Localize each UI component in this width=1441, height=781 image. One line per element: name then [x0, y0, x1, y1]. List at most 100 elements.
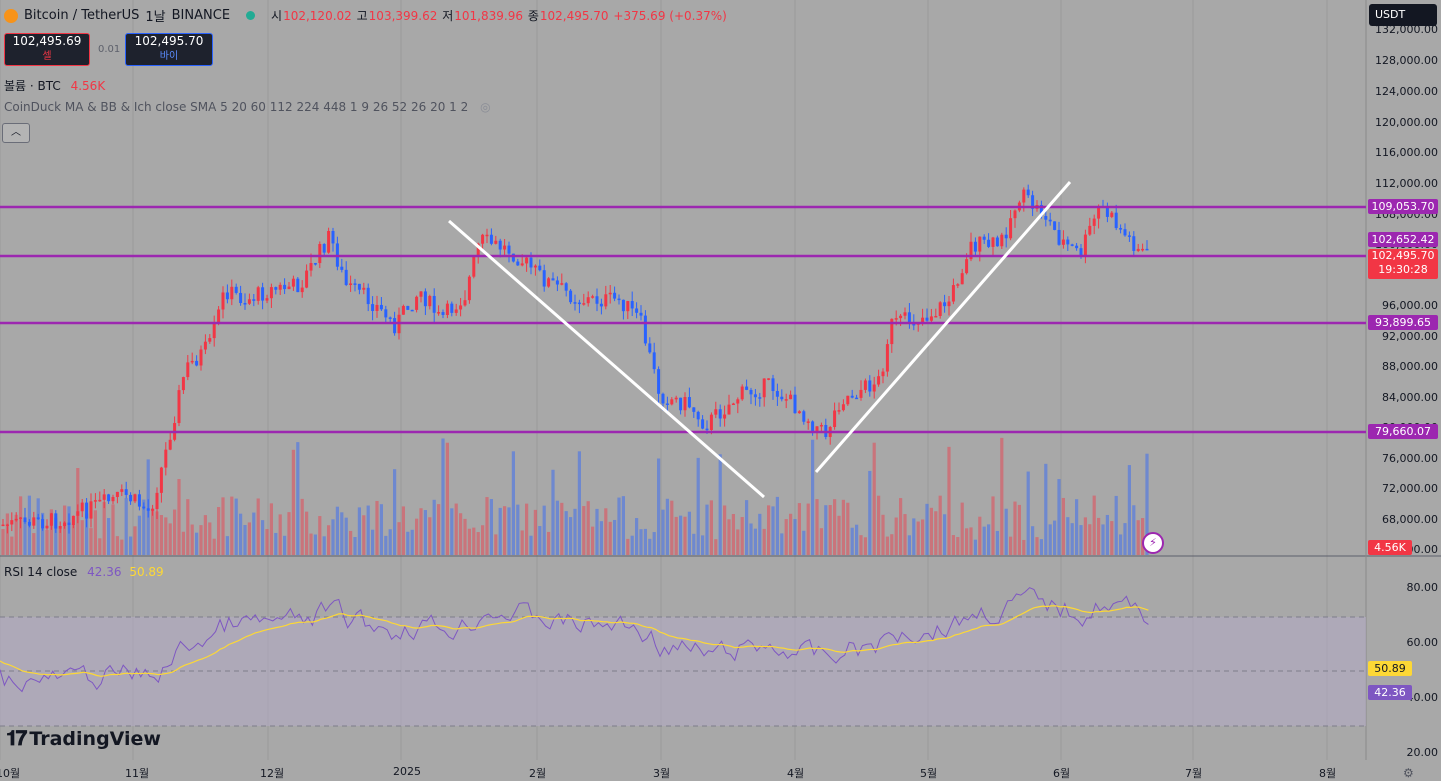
- candle-body: [661, 393, 665, 404]
- gear-icon[interactable]: ⚙: [1403, 766, 1414, 780]
- volume-bar: [305, 511, 309, 555]
- volume-bar: [212, 538, 216, 555]
- price-axis-label: 72,000.00: [1382, 482, 1438, 495]
- volume-bar: [221, 497, 225, 555]
- candle-body: [472, 256, 476, 277]
- candle-body: [855, 397, 859, 400]
- price-axis-label: 112,000.00: [1375, 177, 1438, 190]
- volume-bar: [652, 532, 656, 555]
- candle-body: [265, 298, 269, 301]
- candle-body: [551, 278, 555, 281]
- volume-bar: [243, 524, 247, 555]
- volume-bar: [67, 506, 71, 555]
- candle-body: [49, 513, 53, 526]
- price-axis-label: 128,000.00: [1375, 54, 1438, 67]
- flash-icon[interactable]: ⚡: [1142, 532, 1164, 554]
- candle-body: [978, 236, 982, 252]
- candle-body: [120, 489, 124, 492]
- volume-bar: [802, 530, 806, 555]
- volume-bar: [916, 521, 920, 555]
- candle-body: [379, 304, 383, 310]
- candle-body: [274, 287, 278, 290]
- currency-selector[interactable]: USDT: [1369, 4, 1437, 26]
- volume-bar: [124, 498, 128, 555]
- time-axis-label: 2월: [529, 767, 547, 780]
- volume-bar: [208, 522, 212, 555]
- sell-button[interactable]: 102,495.69 셀: [4, 33, 90, 66]
- candle-body: [467, 276, 471, 301]
- indicator-legend[interactable]: CoinDuck MA & BB & Ich close SMA 5 20 60…: [4, 100, 491, 114]
- volume-value: 4.56K: [70, 79, 106, 93]
- candle-body: [344, 269, 348, 286]
- volume-bar: [173, 509, 177, 555]
- interval-label[interactable]: 1날: [145, 10, 166, 25]
- candle-body: [146, 508, 150, 511]
- buy-label: 바이: [159, 51, 179, 62]
- candle-body: [278, 284, 282, 290]
- volume-bar: [1026, 471, 1030, 555]
- candle-body: [859, 389, 863, 398]
- candle-body: [890, 318, 894, 345]
- indicator-label: CoinDuck MA & BB & Ich close SMA 5 20 60…: [4, 100, 469, 114]
- ohlc-values: 시102,120.02 고103,399.62 저101,839.96 종102…: [271, 9, 727, 23]
- collapse-legend-button[interactable]: ︿: [2, 123, 30, 143]
- volume-bar: [868, 470, 872, 555]
- price-axis-label: 132,000.00: [1375, 23, 1438, 36]
- candle-body: [789, 394, 793, 400]
- volume-legend[interactable]: 볼륨 · BTC 4.56K: [4, 77, 105, 94]
- volume-bar: [1092, 495, 1096, 555]
- candle-body: [1070, 244, 1074, 246]
- candle-body: [300, 287, 304, 293]
- volume-bar: [133, 526, 137, 555]
- tradingview-logo[interactable]: 𝟏𝟕 TradingView: [6, 726, 161, 751]
- sell-price: 102,495.69: [12, 34, 82, 48]
- volume-bar: [1053, 520, 1057, 555]
- symbol-name[interactable]: Bitcoin / TetherUS: [24, 8, 140, 23]
- volume-bar: [344, 517, 348, 555]
- candle-body: [1057, 229, 1061, 245]
- volume-bar: [406, 531, 410, 555]
- volume-bar: [300, 498, 304, 555]
- volume-bar: [1009, 536, 1013, 555]
- candle-body: [80, 502, 84, 512]
- candle-body: [894, 318, 898, 320]
- candle-body: [489, 234, 493, 244]
- rsi-axis-label: 80.00: [1406, 581, 1439, 594]
- candle-body: [19, 517, 23, 519]
- volume-bar: [1136, 520, 1140, 555]
- candle-body: [679, 397, 683, 411]
- buy-button[interactable]: 102,495.70 바이: [125, 33, 213, 66]
- rsi-legend[interactable]: RSI 14 close 42.36 50.89: [4, 565, 164, 579]
- volume-bar: [705, 504, 709, 555]
- time-axis-label: 11월: [125, 767, 150, 780]
- volume-bar: [49, 509, 53, 555]
- candle-body: [287, 286, 291, 290]
- volume-bar: [489, 499, 493, 555]
- volume-bar: [93, 510, 97, 555]
- hidden-eye-icon[interactable]: ◎: [480, 100, 491, 114]
- candle-body: [969, 241, 973, 260]
- candle-body: [547, 278, 551, 287]
- volume-bar: [934, 511, 938, 555]
- candle-body: [256, 287, 260, 301]
- volume-bar: [793, 519, 797, 555]
- volume-bar: [151, 508, 155, 555]
- volume-bar: [274, 532, 278, 555]
- candle-body: [309, 263, 313, 271]
- candle-body: [758, 397, 762, 399]
- candle-body: [929, 316, 933, 321]
- candle-body: [846, 395, 850, 405]
- candle-body: [670, 399, 674, 405]
- candle-body: [203, 341, 207, 350]
- volume-bar: [1075, 499, 1079, 555]
- volume-bar: [841, 499, 845, 555]
- rsi-axis-label: 40.00: [1406, 691, 1439, 704]
- candle-body: [516, 261, 520, 266]
- candle-body: [652, 352, 656, 370]
- volume-bar: [863, 537, 867, 555]
- candle-body: [837, 410, 841, 412]
- volume-bar: [423, 510, 427, 555]
- volume-bar: [19, 496, 23, 555]
- time-axis-label: 4월: [787, 767, 805, 780]
